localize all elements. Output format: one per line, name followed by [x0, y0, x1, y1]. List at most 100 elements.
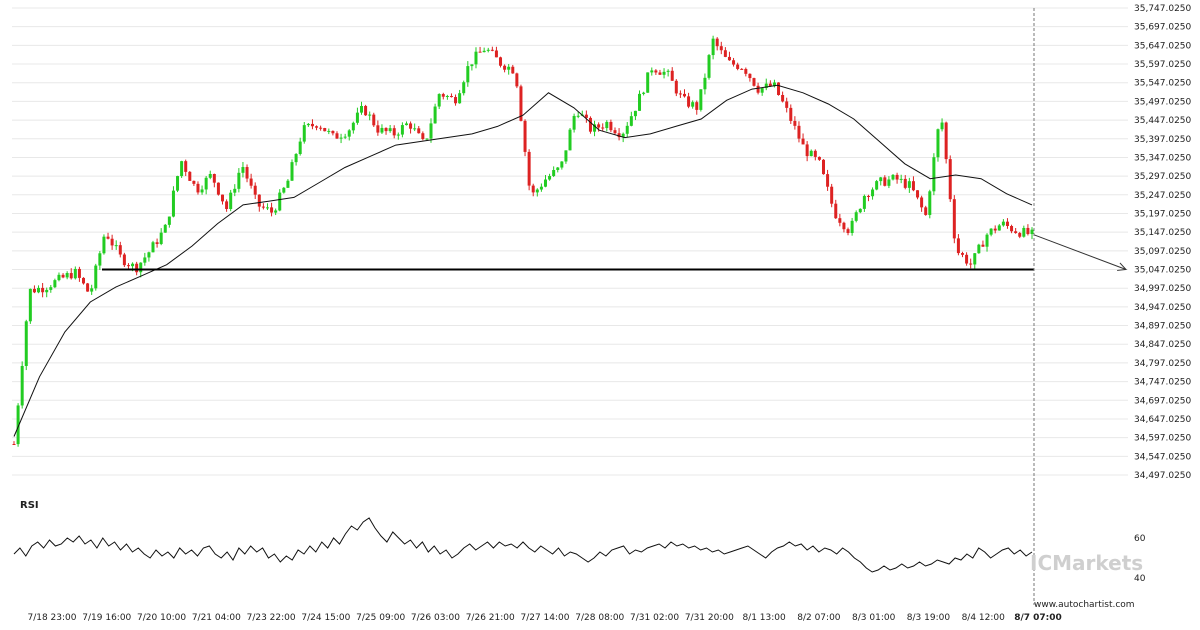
grid-lines — [12, 7, 1128, 476]
candle-body — [977, 244, 981, 254]
candle-body — [61, 274, 65, 278]
rsi-tick-label: 40 — [1134, 574, 1146, 584]
candle-body — [1014, 231, 1018, 234]
candle-body — [850, 220, 854, 233]
candle-body — [862, 195, 866, 209]
candle-body — [216, 182, 220, 195]
candle-body — [241, 167, 245, 173]
candle-body — [605, 121, 609, 129]
candle-body — [928, 191, 932, 215]
candle-body — [204, 177, 208, 190]
candle-body — [691, 102, 695, 107]
candle-body — [981, 244, 985, 247]
candle-body — [772, 82, 776, 87]
candle-body — [924, 207, 928, 215]
time-tick-label: 7/26 21:00 — [466, 613, 515, 623]
candle-body — [866, 195, 870, 197]
candle-body — [539, 186, 543, 190]
candle-body — [421, 133, 425, 139]
candle-body — [527, 151, 531, 186]
candle-body — [682, 93, 686, 97]
candle-body — [57, 274, 61, 281]
candle-body — [327, 130, 331, 132]
candle-body — [462, 82, 466, 94]
candle-body — [376, 125, 380, 133]
candle-body — [37, 287, 41, 293]
candle-body — [86, 283, 90, 292]
candle-body — [625, 125, 629, 134]
price-tick-label: 35,097.0250 — [1134, 247, 1192, 257]
candle-body — [707, 55, 711, 78]
candle-body — [793, 120, 797, 126]
candle-body — [956, 238, 960, 254]
candle-body — [560, 161, 564, 168]
candle-body — [270, 207, 274, 213]
candle-body — [486, 49, 490, 51]
candle-body — [584, 114, 588, 118]
price-tick-label: 34,497.0250 — [1134, 471, 1192, 481]
candle-body — [176, 176, 180, 191]
candle-body — [732, 60, 736, 65]
candle-body — [503, 65, 507, 70]
candle-body — [449, 95, 453, 98]
candle-body — [335, 133, 339, 139]
candle-body — [617, 133, 621, 138]
time-tick-label: 8/3 19:00 — [907, 613, 951, 623]
candle-body — [306, 123, 310, 126]
time-tick-label: 8/2 07:00 — [797, 613, 841, 623]
candle-body — [343, 136, 347, 138]
candle-body — [355, 112, 359, 123]
candle-body — [748, 73, 752, 79]
candle-body — [16, 405, 20, 445]
candle-body — [1022, 227, 1026, 237]
candle-body — [454, 97, 458, 104]
source-text: www.autochartist.com — [1034, 600, 1135, 610]
candle-body — [392, 128, 396, 136]
forecast-arrowhead — [1117, 262, 1128, 271]
time-tick-label: 8/3 01:00 — [852, 613, 896, 623]
candle-body — [907, 181, 911, 188]
candle-body — [159, 232, 163, 244]
candle-body — [903, 178, 907, 188]
candle-body — [77, 268, 81, 278]
candle-body — [952, 199, 956, 239]
candle-body — [556, 167, 560, 171]
candle-body — [53, 280, 57, 288]
candle-body — [744, 68, 748, 74]
time-tick-label: 8/7 07:00 — [1014, 613, 1062, 623]
candle-body — [858, 208, 862, 213]
candle-body — [948, 159, 952, 200]
candle-body — [576, 115, 580, 117]
candle-body — [212, 173, 216, 183]
candle-body — [396, 134, 400, 136]
candle-body — [180, 161, 184, 177]
candle-body — [785, 101, 789, 108]
candle-body — [310, 123, 314, 127]
candle-body — [1026, 227, 1030, 235]
candle-body — [188, 171, 192, 181]
candle-body — [282, 187, 286, 193]
time-tick-label: 7/19 16:00 — [82, 613, 131, 623]
candle-body — [458, 93, 462, 104]
candle-body — [842, 222, 846, 230]
candle-body — [28, 288, 32, 322]
candle-body — [687, 96, 691, 107]
candle-body — [237, 172, 241, 189]
candle-body — [932, 157, 936, 192]
price-tick-label: 34,597.0250 — [1134, 434, 1192, 444]
candle-body — [155, 242, 159, 244]
candle-body — [94, 265, 98, 289]
candle-body — [601, 127, 605, 129]
candle-body — [899, 178, 903, 180]
candle-body — [253, 185, 257, 195]
candle-body — [294, 154, 298, 163]
candle-body — [805, 144, 809, 157]
candle-body — [887, 179, 891, 186]
candle-body — [940, 122, 944, 130]
candle-body — [315, 126, 319, 128]
candle-body — [789, 107, 793, 121]
candle-body — [69, 273, 73, 279]
candle-body — [339, 137, 343, 139]
candle-body — [167, 216, 171, 225]
